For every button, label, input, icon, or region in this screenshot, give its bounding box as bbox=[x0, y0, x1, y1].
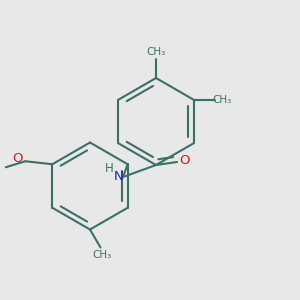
Text: H: H bbox=[105, 161, 114, 175]
Text: CH₃: CH₃ bbox=[92, 250, 112, 260]
Text: N: N bbox=[114, 170, 123, 184]
Text: CH₃: CH₃ bbox=[212, 95, 232, 105]
Text: O: O bbox=[179, 154, 190, 167]
Text: O: O bbox=[13, 152, 23, 165]
Text: CH₃: CH₃ bbox=[146, 47, 166, 57]
